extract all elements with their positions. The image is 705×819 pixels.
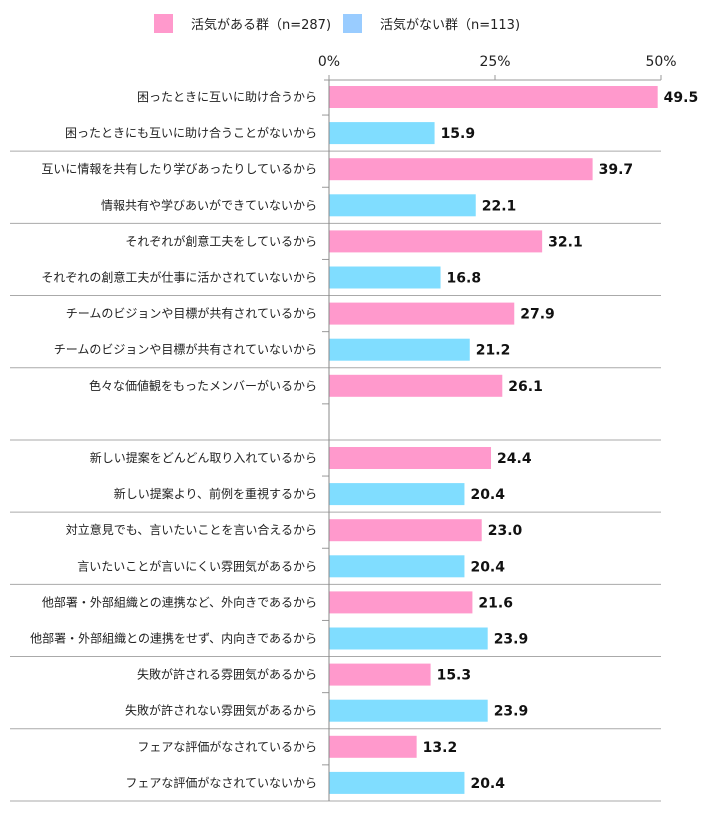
bar-inactive [329,194,476,217]
data-label: 20.4 [470,776,505,792]
data-label: 23.9 [494,704,529,720]
legend-swatch-inactive [343,14,362,33]
bar-active [329,735,417,758]
bar-active [329,158,593,181]
data-label: 20.4 [470,487,505,503]
x-tick-label: 25% [479,54,510,70]
x-tick-label: 50% [645,54,676,70]
category-label: 言いたいことが言いにくい雰囲気があるから [77,558,317,573]
category-label: 困ったときにも互いに助け合うことがないから [65,125,317,140]
bar-inactive [329,122,435,145]
data-label: 32.1 [548,234,583,250]
data-label: 15.9 [441,126,476,142]
data-label: 21.2 [476,343,511,359]
data-label: 22.1 [482,198,517,214]
category-label: 新しい提案より、前例を重視するから [114,486,317,501]
category-label: 他部署・外部組織との連携など、外向きであるから [42,594,317,609]
category-label: 失敗が許される雰囲気があるから [137,667,317,682]
data-label: 13.2 [423,740,458,756]
category-label: 色々な価値観をもったメンバーがいるから [89,378,317,393]
bar-active [329,230,543,253]
data-label: 49.5 [664,90,699,106]
legend-swatch-active [154,14,173,33]
bar-active [329,519,482,542]
bar-inactive [329,338,470,361]
bar-inactive [329,483,465,506]
category-label: 困ったときに互いに助け合うから [137,89,317,104]
data-label: 21.6 [478,595,513,611]
category-label: 他部署・外部組織との連携をせず、内向きであるから [30,631,317,646]
bar-inactive [329,266,441,289]
data-label: 20.4 [470,559,505,575]
data-label: 24.4 [497,451,532,467]
legend-item-active: 活気がある群（n=287) [154,14,331,33]
bar-active [329,591,473,614]
bar-active [329,447,492,469]
bar-active [329,86,658,108]
category-label: 新しい提案をどんどん取り入れているから [90,450,317,465]
category-label: フェアな評価がなされているから [137,739,317,754]
bar-inactive [329,771,465,794]
category-label: 情報共有や学びあいができていないから [101,197,317,212]
bar-active [329,302,515,325]
category-label: それぞれの創意工夫が仕事に活かされていないから [41,270,317,285]
data-label: 15.3 [437,668,472,684]
category-label: 失敗が許されない雰囲気があるから [125,703,317,718]
data-label: 26.1 [508,379,543,395]
data-label: 39.7 [599,162,634,178]
data-label: 27.9 [520,307,555,323]
bar-inactive [329,627,488,650]
bar-inactive [329,555,465,578]
bar-active [329,663,431,686]
data-label: 23.0 [488,523,523,539]
category-label: 互いに情報を共有したり学びあったりしているから [41,161,317,176]
bar-inactive [329,699,488,722]
category-label: 対立意見でも、言いたいことを言い合えるから [66,522,317,537]
legend-item-inactive: 活気がない群（n=113) [343,14,520,33]
data-label: 23.9 [494,632,529,648]
legend-label-active: 活気がある群（n=287) [191,18,332,33]
category-label: チームのビジョンや目標が共有されているから [66,306,317,321]
category-label: チームのビジョンや目標が共有されていないから [54,342,317,357]
category-label: フェアな評価がなされていないから [125,775,317,790]
legend-label-inactive: 活気がない群（n=113) [380,18,521,33]
data-label: 16.8 [447,271,482,287]
category-label: それぞれが創意工夫をしているから [125,233,317,248]
bar-active [329,374,503,397]
x-tick-label: 0% [318,54,340,70]
